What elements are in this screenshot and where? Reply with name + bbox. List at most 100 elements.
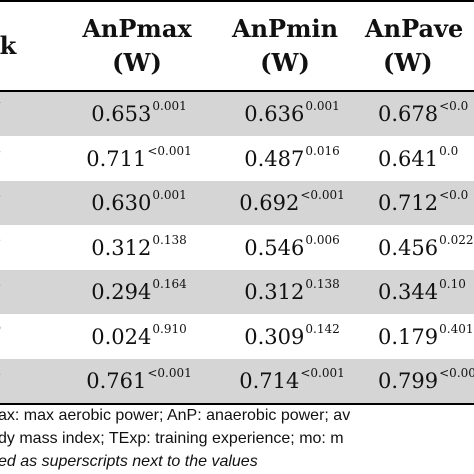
header-anpave-label: AnPave <box>365 14 464 43</box>
bottom-rule <box>0 403 474 405</box>
anpave-value: 0.456 <box>378 235 439 260</box>
anpmin-cell: 0.309 0.142 <box>222 315 362 359</box>
anpave-cell: 0.641 0.0 <box>378 137 474 181</box>
anpmin-p-value: 0.016 <box>305 143 340 158</box>
anpave-value: 0.712 <box>378 191 439 215</box>
table-header: k AnPmax (W) AnPmin (W) AnPave (W) <box>0 2 474 92</box>
anpave-value: 0.179 <box>378 324 439 349</box>
anpave-p-value: 0.0 <box>439 143 459 158</box>
anpmax-cell: 0.761 <0.001 <box>64 359 214 403</box>
header-anpmax-label: AnPmax <box>82 14 192 43</box>
anpmax-value: 0.024 <box>91 324 152 349</box>
anpmax-p-value: 0.138 <box>152 232 187 247</box>
anpmin-cell: 0.692 <0.001 <box>222 181 362 225</box>
anpmax-value: 0.312 <box>91 235 152 260</box>
anpmin-p-value: 0.006 <box>305 232 340 247</box>
anpmin-cell: 0.714 <0.001 <box>222 359 362 403</box>
anpave-cell: 0.799 <0.00 <box>378 359 474 403</box>
anpmin-value: 0.487 <box>244 146 305 171</box>
anpmax-cell: 0.653 0.001 <box>64 92 214 136</box>
anpmax-cell: 0.024 0.910 <box>64 315 214 359</box>
anpave-p-value: 0.022 <box>439 232 474 247</box>
anpave-cell: 0.678 <0.0 <box>378 92 474 136</box>
anpmin-p-value: 0.001 <box>305 99 340 113</box>
anpmax-p-value: <0.001 <box>147 366 192 380</box>
header-anpmin-label: AnPmin <box>231 14 339 43</box>
anpmax-cell: 0.312 0.138 <box>64 226 214 270</box>
header-anpmax-unit: (W) <box>112 48 162 77</box>
anpmax-cell: 0.630 0.001 <box>64 181 214 225</box>
anpave-p-value: 0.401 <box>439 321 474 336</box>
anpave-cell: 0.179 0.401 <box>378 315 474 359</box>
row-lead-cell: 3 <box>0 137 14 181</box>
note-line-1: ax: max aerobic power; AnP: anaerobic po… <box>0 407 351 424</box>
header-anpave: AnPave (W) <box>365 2 474 90</box>
anpmin-p-value: <0.001 <box>300 188 345 202</box>
anpmin-value: 0.546 <box>244 235 305 260</box>
anpmax-p-value: 0.910 <box>152 321 187 336</box>
anpmin-cell: 0.546 0.006 <box>222 226 362 270</box>
row-lead-superscript: 7 <box>0 100 1 113</box>
anpave-value: 0.799 <box>378 369 439 393</box>
row-lead-cell: 9 <box>0 315 14 359</box>
anpmax-p-value: 0.001 <box>152 188 187 202</box>
header-first-label: k <box>0 31 17 60</box>
anpmax-p-value: 0.164 <box>152 277 187 291</box>
anpmin-cell: 0.312 0.138 <box>222 270 362 314</box>
row-lead-cell: 5 <box>0 226 14 270</box>
anpave-value: 0.678 <box>378 102 439 126</box>
anpave-p-value: 0.10 <box>439 277 466 291</box>
header-anpave-unit: (W) <box>383 48 433 77</box>
anpave-cell: 0.456 0.022 <box>378 226 474 270</box>
anpmax-p-value: <0.001 <box>147 143 192 158</box>
row-lead-cell: 7 <box>0 92 14 136</box>
anpmax-value: 0.761 <box>86 369 147 393</box>
anpave-p-value: <0.0 <box>439 188 469 202</box>
header-anpmin: AnPmin (W) <box>225 2 345 90</box>
anpmin-value: 0.312 <box>244 280 305 304</box>
anpmax-cell: 0.711 <0.001 <box>64 137 214 181</box>
anpave-cell: 0.344 0.10 <box>378 270 474 314</box>
row-lead-cell: 5 <box>0 359 14 403</box>
table-notes: ax: max aerobic power; AnP: anaerobic po… <box>0 404 474 473</box>
anpmin-value: 0.309 <box>244 324 305 349</box>
row-lead-cell: 5 <box>0 181 14 225</box>
anpave-value: 0.344 <box>378 280 439 304</box>
row-lead-superscript: 9 <box>0 322 1 335</box>
anpmin-p-value: <0.001 <box>300 366 345 380</box>
anpmin-value: 0.692 <box>239 191 300 215</box>
row-lead-superscript: 5 <box>0 367 1 380</box>
anpmin-cell: 0.636 0.001 <box>222 92 362 136</box>
row-lead-superscript: 5 <box>0 233 1 246</box>
anpmin-p-value: 0.142 <box>305 321 340 336</box>
header-first-column: k <box>0 2 38 90</box>
row-lead-superscript: 3 <box>0 144 1 157</box>
anpmin-p-value: 0.138 <box>305 277 340 291</box>
anpave-cell: 0.712 <0.0 <box>378 181 474 225</box>
anpmax-value: 0.711 <box>86 146 147 171</box>
top-rule <box>0 0 474 2</box>
anpmax-value: 0.294 <box>91 280 152 304</box>
anpmax-value: 0.630 <box>91 191 152 215</box>
note-line-2: dy mass index; TExp: training experience… <box>0 430 344 447</box>
anpmin-value: 0.636 <box>244 102 305 126</box>
row-lead-superscript: 5 <box>0 278 1 291</box>
anpmax-value: 0.653 <box>91 102 152 126</box>
note-line-3: ed as superscripts next to the values <box>0 453 258 470</box>
anpave-value: 0.641 <box>378 146 439 171</box>
header-anpmin-unit: (W) <box>260 48 310 77</box>
row-lead-cell: 5 <box>0 270 14 314</box>
anpmin-cell: 0.487 0.016 <box>222 137 362 181</box>
anpave-p-value: <0.0 <box>439 99 469 113</box>
anpmax-p-value: 0.001 <box>152 99 187 113</box>
anpmin-value: 0.714 <box>239 369 300 393</box>
anpave-p-value: <0.00 <box>439 366 474 380</box>
anpmax-cell: 0.294 0.164 <box>64 270 214 314</box>
